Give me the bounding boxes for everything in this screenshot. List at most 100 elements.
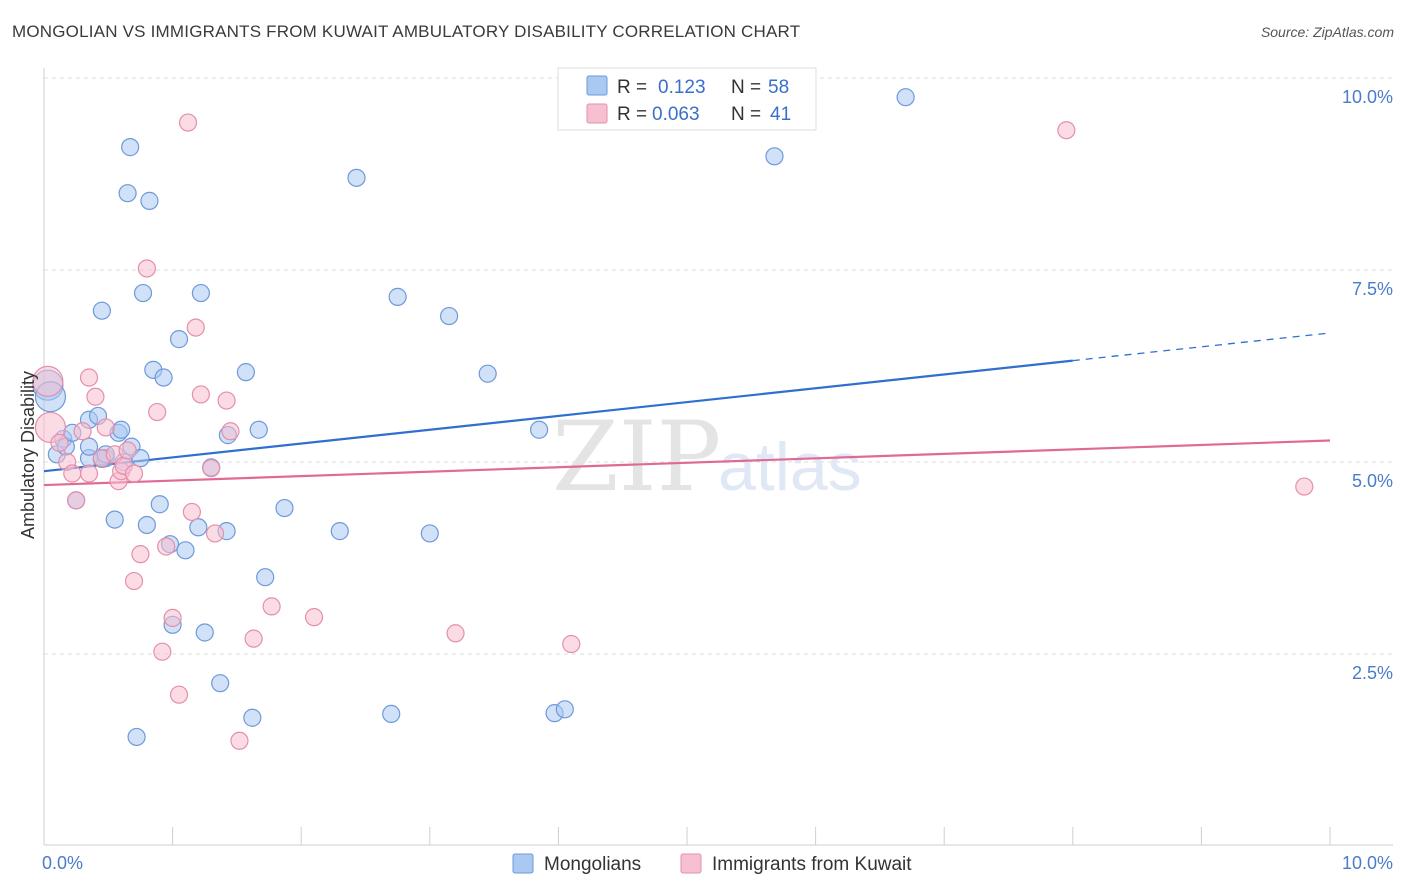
mongolians-point-34: [191, 283, 210, 303]
trend-line-kuwait: [43, 439, 1331, 487]
bottom-legend-label-kuwait: Immigrants from Kuwait: [712, 854, 912, 875]
legend-n-value-1: 41: [770, 104, 791, 125]
mongolians-point-28: [154, 368, 173, 387]
mongolians-point-17: [105, 510, 124, 529]
kuwait-point-39: [562, 634, 581, 654]
mongolians-point-41: [243, 708, 262, 727]
mongolians-point-33: [189, 518, 208, 537]
x-tick-label-min: 0.0%: [42, 853, 83, 873]
mongolians-point-12: [92, 301, 111, 320]
mongolians-point-20: [121, 138, 140, 157]
mongolians-point-50: [439, 306, 459, 326]
kuwait-point-22: [153, 642, 172, 661]
kuwait-point-25: [169, 685, 189, 704]
mongolians-point-35: [195, 623, 214, 642]
legend-r-label-0: R =: [617, 77, 647, 98]
kuwait-point-33: [221, 422, 240, 441]
kuwait-point-27: [182, 502, 201, 522]
bottom-legend-swatch-mongolians: [512, 853, 534, 874]
legend-n-label-1: N =: [731, 104, 761, 125]
y-tick-label-1: 5.0%: [1352, 471, 1393, 491]
legend-n-label-0: N =: [731, 77, 761, 98]
bottom-legend-label-mongolians: Mongolians: [544, 854, 641, 875]
legend-n-value-0: 58: [768, 77, 789, 98]
chart-title: MONGOLIAN VS IMMIGRANTS FROM KUWAIT AMBU…: [12, 22, 801, 41]
mongolians-point-25: [140, 191, 159, 210]
legend-r-value-0: 0.123: [658, 77, 706, 98]
mongolians-point-42: [249, 420, 268, 439]
kuwait-point-11: [96, 418, 115, 437]
kuwait-point-17: [124, 464, 144, 483]
data-points: [32, 88, 1314, 750]
kuwait-point-37: [304, 608, 324, 627]
kuwait-point-18: [124, 571, 144, 591]
y-axis-label: Ambulatory Disability: [18, 371, 38, 539]
mongolians-point-27: [150, 495, 169, 514]
kuwait-point-23: [157, 537, 176, 556]
mongolians-point-24: [137, 515, 156, 535]
kuwait-point-38: [446, 624, 465, 643]
kuwait-point-16: [118, 441, 137, 460]
kuwait-point-32: [217, 391, 236, 410]
mongolians-point-37: [211, 674, 230, 693]
mongolians-point-48: [388, 287, 407, 306]
mongolians-point-19: [118, 184, 137, 203]
kuwait-point-26: [178, 113, 198, 132]
y-tick-labels: 2.5% 5.0% 7.5% 10.0%: [1342, 87, 1393, 683]
axes: [43, 68, 1393, 846]
kuwait-point-20: [137, 259, 156, 278]
watermark-zip: ZIP: [552, 401, 721, 513]
kuwait-point-24: [163, 608, 182, 628]
mongolians-point-47: [382, 704, 401, 724]
mongolians-point-45: [330, 522, 349, 541]
mongolians-point-52: [530, 420, 549, 439]
kuwait-point-28: [186, 318, 205, 337]
mongolians-point-51: [478, 364, 497, 383]
kuwait-point-35: [244, 629, 263, 648]
kuwait-point-9: [86, 387, 105, 406]
mongolians-point-23: [133, 283, 153, 303]
mongolians-point-56: [896, 88, 915, 107]
y-tick-label-0: 2.5%: [1352, 663, 1393, 683]
series-legend: Mongolians Immigrants from Kuwait: [512, 853, 912, 875]
legend-r-value-1: 0.063: [652, 104, 700, 125]
kuwait-point-7: [79, 464, 99, 483]
kuwait-point-31: [205, 524, 225, 543]
y-tick-label-3: 10.0%: [1342, 87, 1393, 107]
y-tick-label-2: 7.5%: [1352, 279, 1393, 299]
mongolians-point-30: [169, 330, 189, 349]
legend-swatch-mongolians: [586, 75, 608, 96]
bottom-legend-swatch-kuwait: [680, 853, 702, 874]
kuwait-point-40: [1057, 121, 1076, 140]
mongolians-point-46: [347, 168, 366, 187]
trend-lines: [43, 332, 1331, 487]
kuwait-point-4: [63, 464, 82, 483]
mongolians-point-9: [79, 437, 99, 456]
kuwait-point-0: [32, 365, 64, 397]
trend-line-mongolians: [43, 359, 1073, 473]
kuwait-point-21: [148, 402, 167, 422]
kuwait-point-36: [262, 597, 281, 616]
mongolians-point-44: [275, 498, 294, 518]
mongolians-point-57: [127, 727, 146, 747]
kuwait-point-2: [50, 433, 69, 452]
trend-line-mongolians-extrapolated: [1072, 332, 1331, 362]
kuwait-point-5: [67, 491, 86, 510]
kuwait-point-6: [73, 422, 92, 441]
mongolians-point-18: [112, 420, 131, 439]
kuwait-point-34: [230, 731, 249, 750]
kuwait-point-30: [202, 459, 221, 478]
mongolians-point-40: [236, 363, 256, 382]
kuwait-point-29: [191, 385, 210, 404]
source-label: Source: ZipAtlas.com: [1260, 24, 1394, 40]
x-tick-label-max: 10.0%: [1342, 853, 1393, 873]
mongolians-point-55: [765, 147, 784, 166]
legend-swatch-kuwait: [586, 103, 608, 124]
mongolians-point-43: [256, 568, 275, 587]
kuwait-point-41: [1295, 477, 1314, 496]
kuwait-point-8: [79, 368, 99, 387]
mongolians-point-49: [420, 524, 439, 543]
mongolians-point-54: [555, 700, 574, 719]
kuwait-point-19: [131, 545, 150, 564]
